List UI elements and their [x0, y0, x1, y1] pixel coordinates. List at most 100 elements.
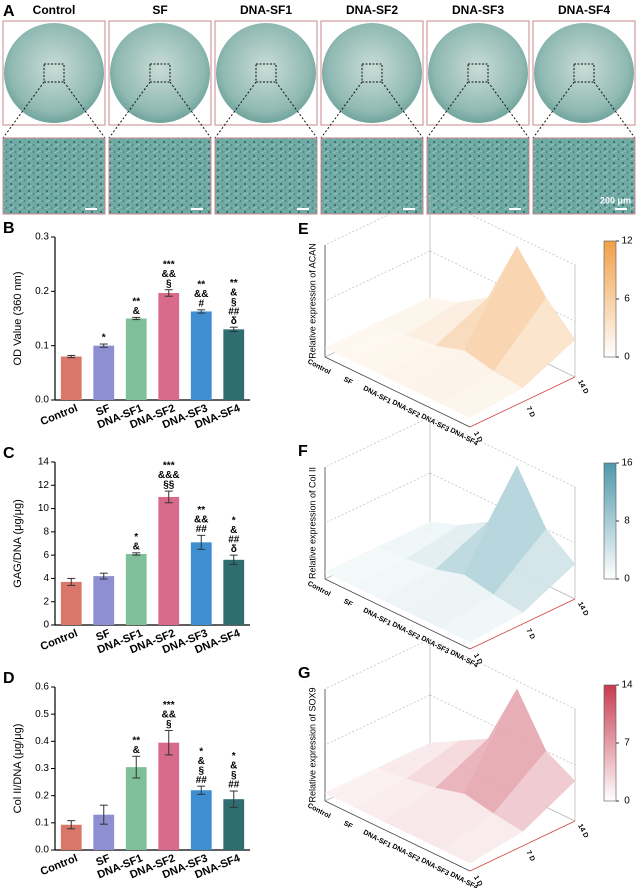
colorbar-tick-label: 0 — [624, 574, 630, 585]
significance-mark: § — [231, 770, 237, 781]
grid-line — [324, 638, 431, 690]
grid-line — [429, 638, 576, 710]
error-bar — [229, 554, 238, 565]
zoom-line — [381, 81, 424, 139]
bar — [93, 345, 115, 400]
bar — [190, 542, 212, 625]
significance-mark: *** — [163, 700, 175, 711]
box-edge — [324, 356, 471, 428]
bar — [158, 742, 180, 850]
colorbar-tick-label: 7 — [624, 738, 630, 749]
panel-label: B — [3, 220, 15, 237]
error-bar — [197, 534, 206, 550]
error-bar — [164, 490, 173, 504]
error-bar — [99, 804, 108, 825]
y-tick-label: 7 D — [525, 406, 536, 419]
significance-mark: ** — [197, 505, 205, 516]
x-tick-label: SF — [94, 402, 112, 418]
panel-label: G — [298, 665, 310, 682]
x-tick-label: SF — [342, 598, 354, 609]
error-bar — [67, 354, 76, 359]
colorbar-tick-label: 0 — [624, 796, 630, 807]
y-tick-label: 0.6 — [35, 682, 49, 693]
y-tick-label: 0.2 — [35, 790, 49, 801]
y-tick-label: 14 D — [576, 601, 589, 617]
zoom-box — [149, 63, 171, 83]
y-tick-label: 2 — [43, 596, 49, 607]
significance-mark: ## — [228, 306, 240, 317]
y-tick-label: 0.1 — [35, 340, 49, 351]
grid-line — [429, 194, 576, 266]
culture-dish — [534, 23, 634, 123]
culture-dish — [428, 23, 528, 123]
box-edge — [469, 376, 576, 428]
significance-mark: ** — [230, 278, 238, 289]
zoom-image — [214, 137, 318, 215]
y-tick-label: 8 — [43, 526, 49, 537]
x-tick-label: DNA-SF3 — [420, 635, 450, 655]
bar — [93, 576, 115, 625]
y-tick-label: 6 — [43, 550, 49, 561]
x-tick-label: DNA-SF1 — [362, 829, 392, 849]
y-tick-label: 4 — [43, 573, 49, 584]
x-tick-label: DNA-SF1 — [362, 607, 392, 627]
grid-line — [324, 250, 431, 302]
surface-patch — [440, 370, 524, 418]
y-tick-label: 0.5 — [35, 709, 49, 720]
z-axis-title: Relative expression of Col II — [307, 467, 317, 579]
colorbar — [603, 684, 617, 802]
zoom-line — [63, 81, 106, 139]
zoom-line — [487, 81, 530, 139]
colorbar — [603, 462, 617, 580]
significance-mark: & — [133, 541, 140, 552]
grid-line — [324, 472, 431, 524]
x-tick-label: Control — [39, 402, 80, 428]
zoom-line — [320, 81, 363, 139]
significance-mark: & — [133, 306, 140, 317]
y-axis-title: GAG/DNA (μg/μg) — [12, 499, 24, 587]
y-tick-label: 1 D — [472, 653, 483, 666]
group-label: SF — [152, 3, 167, 17]
y-tick-label: 14 D — [576, 823, 589, 839]
grid-line — [324, 416, 431, 468]
zoom-image — [108, 137, 212, 215]
bar — [223, 559, 245, 625]
surface-patch — [440, 813, 523, 864]
error-bar — [229, 326, 238, 333]
scale-bar-label: 200 μm — [600, 195, 631, 205]
significance-mark: && — [194, 289, 208, 300]
culture-dish — [216, 23, 316, 123]
significance-mark: & — [230, 761, 237, 772]
zoom-box — [43, 63, 65, 83]
y-tick-label: 0.2 — [35, 286, 49, 297]
colorbar-tick-label: 8 — [624, 516, 630, 527]
scale-bar — [85, 208, 97, 210]
significance-mark: & — [230, 525, 237, 536]
significance-mark: * — [134, 532, 138, 543]
zoom-line — [532, 81, 575, 139]
panel-label: A — [3, 3, 15, 20]
significance-mark: ** — [197, 279, 205, 290]
significance-mark: *** — [163, 461, 175, 472]
error-bar — [132, 755, 141, 779]
colorbar-tick-label: 14 — [621, 680, 633, 691]
scale-bar — [615, 208, 627, 210]
scale-bar — [191, 208, 203, 210]
x-tick-label: DNA-SF2 — [391, 399, 421, 419]
zoom-line — [108, 81, 151, 139]
y-tick-label: 12 — [38, 480, 50, 491]
colorbar-tick-label: 16 — [621, 458, 633, 469]
culture-dish — [4, 23, 104, 123]
y-tick-label: 1 D — [472, 875, 483, 888]
group-label: DNA-SF4 — [558, 3, 610, 17]
bar — [125, 318, 147, 400]
error-bar — [229, 790, 238, 808]
z-axis-title: Relative expression of ACAN — [307, 243, 317, 359]
group-label: Control — [33, 3, 76, 17]
x-tick-label: Control — [306, 358, 331, 376]
x-tick-label: SF — [342, 376, 354, 387]
bar — [158, 292, 180, 400]
scale-bar — [297, 208, 309, 210]
y-tick-label: 0.0 — [35, 845, 49, 856]
bar — [190, 790, 212, 850]
